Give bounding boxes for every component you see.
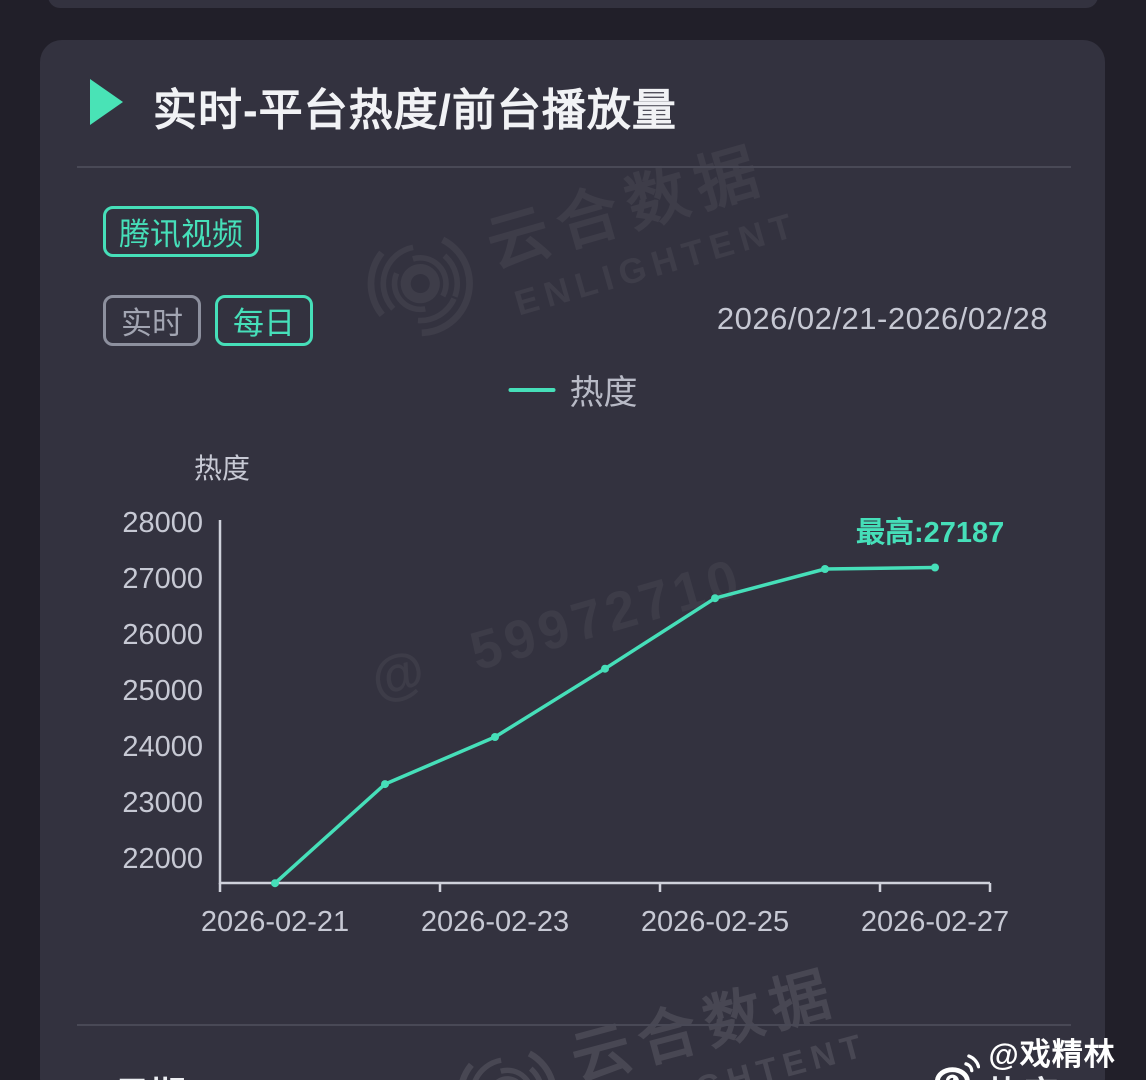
platform-badge-tencent-video[interactable]: 腾讯视频 (103, 206, 259, 257)
date-range-label: 2026/02/21-2026/02/28 (716, 301, 1048, 336)
weibo-handle: @戏精林克 (988, 1037, 1116, 1072)
legend-label: 热度 (569, 374, 638, 412)
mode-realtime-label: 实时 (121, 306, 183, 341)
title-divider (77, 166, 1071, 168)
chart-legend[interactable]: 热度 (508, 365, 638, 414)
section-divider (77, 1024, 1071, 1026)
mode-daily-label: 每日 (233, 306, 295, 341)
platform-badge-label: 腾讯视频 (119, 217, 243, 252)
previous-card-edge (48, 0, 1098, 8)
table-header-heat: 热度 (986, 1066, 1058, 1080)
legend-line-swatch (508, 387, 556, 392)
weibo-watermark: @戏精林克 (934, 1029, 1146, 1080)
table-header-date: 日期 (114, 1066, 186, 1080)
page-title: 实时-平台热度/前台播放量 (153, 86, 677, 135)
chart-card (40, 40, 1105, 1080)
weibo-icon (934, 1053, 981, 1080)
play-triangle-icon (90, 79, 123, 125)
mode-button-daily[interactable]: 每日 (215, 295, 313, 346)
mode-button-realtime[interactable]: 实时 (103, 295, 201, 346)
